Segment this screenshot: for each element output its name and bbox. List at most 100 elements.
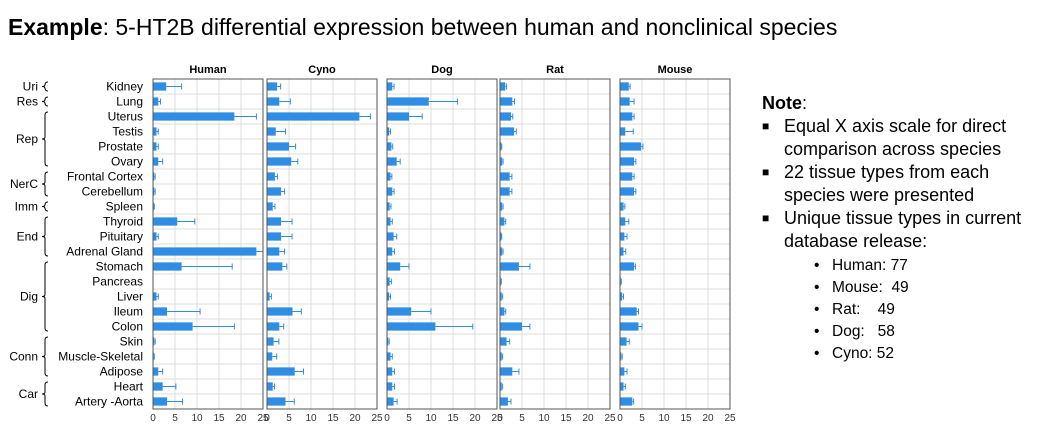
bar-rat-lung bbox=[500, 97, 513, 106]
bar-dog-adrenal-gland bbox=[387, 247, 393, 256]
category-label-liver: Liver bbox=[117, 290, 143, 304]
bar-cyno-spleen bbox=[267, 202, 273, 211]
group-label-uri: Uri bbox=[23, 80, 38, 94]
bar-mouse-spleen bbox=[620, 202, 624, 211]
tick-label-rat-15: 15 bbox=[560, 413, 572, 424]
tick-label-human-20: 20 bbox=[235, 413, 247, 424]
title-bold: Example bbox=[8, 14, 103, 40]
group-brace-conn bbox=[41, 336, 49, 377]
note-bullet-unique-tissues: Unique tissue types in current database … bbox=[762, 207, 1047, 365]
bar-dog-prostate bbox=[387, 142, 392, 151]
category-label-stomach: Stomach bbox=[96, 260, 143, 274]
group-brace-imm bbox=[41, 201, 49, 212]
panel-frame-mouse bbox=[619, 78, 731, 410]
bar-human-kidney bbox=[153, 82, 167, 91]
panel-title-cyno: Cyno bbox=[308, 64, 336, 76]
bar-human-liver bbox=[153, 292, 157, 301]
species-count-cyno: Cyno: 52 bbox=[784, 343, 1047, 365]
group-brace-uri bbox=[41, 81, 49, 92]
tick-label-human-0: 0 bbox=[150, 413, 156, 424]
bar-human-uterus bbox=[153, 112, 235, 121]
category-label-pituitary: Pituitary bbox=[100, 230, 143, 244]
tick-label-mouse-10: 10 bbox=[658, 413, 670, 424]
tick-label-dog-10: 10 bbox=[425, 413, 437, 424]
bar-cyno-prostate bbox=[267, 142, 289, 151]
panel-frame-dog bbox=[386, 78, 498, 410]
category-label-cerebellum: Cerebellum bbox=[82, 185, 143, 199]
tick-label-dog-25: 25 bbox=[491, 413, 503, 424]
bar-human-colon bbox=[153, 322, 193, 331]
bar-dog-lung bbox=[387, 97, 429, 106]
bar-mouse-cerebellum bbox=[620, 187, 635, 196]
group-brace-dig bbox=[41, 261, 49, 332]
bar-mouse-adrenal-gland bbox=[620, 247, 624, 256]
bar-mouse-lung bbox=[620, 97, 630, 106]
tick-label-rat-5: 5 bbox=[519, 413, 525, 424]
category-label-pancreas: Pancreas bbox=[92, 275, 143, 289]
bar-dog-muscle-skeletal bbox=[387, 352, 391, 361]
tick-label-mouse-15: 15 bbox=[680, 413, 692, 424]
category-label-heart: Heart bbox=[114, 380, 144, 394]
bar-rat-muscle-skeletal bbox=[500, 352, 502, 361]
bar-cyno-heart bbox=[267, 382, 273, 391]
group-brace-nerc bbox=[41, 171, 49, 197]
bar-mouse-kidney bbox=[620, 82, 629, 91]
bar-cyno-ovary bbox=[267, 157, 292, 166]
bar-human-lung bbox=[153, 97, 159, 106]
group-brace-car bbox=[41, 381, 49, 407]
bar-human-heart bbox=[153, 382, 163, 391]
group-brace-rep bbox=[41, 111, 49, 167]
bar-dog-artery-aorta bbox=[387, 397, 394, 406]
bar-human-testis bbox=[153, 127, 157, 136]
bar-rat-adipose bbox=[500, 367, 513, 376]
group-brace-end bbox=[41, 216, 49, 257]
bar-rat-heart bbox=[500, 382, 502, 391]
tick-label-human-25: 25 bbox=[257, 413, 269, 424]
tick-label-rat-20: 20 bbox=[582, 413, 594, 424]
tick-label-mouse-0: 0 bbox=[617, 413, 623, 424]
bar-rat-cerebellum bbox=[500, 187, 510, 196]
category-label-colon: Colon bbox=[112, 320, 143, 334]
bar-rat-artery-aorta bbox=[500, 397, 508, 406]
group-label-nerc: NerC bbox=[10, 177, 38, 191]
bar-mouse-ovary bbox=[620, 157, 635, 166]
group-label-rep: Rep bbox=[16, 132, 38, 146]
note-bullet-axis-scale: Equal X axis scale for direct comparison… bbox=[762, 115, 1047, 161]
category-label-frontal-cortex: Frontal Cortex bbox=[67, 170, 143, 184]
bar-mouse-uterus bbox=[620, 112, 633, 121]
tick-label-mouse-20: 20 bbox=[702, 413, 714, 424]
notes-panel: Note: Equal X axis scale for direct comp… bbox=[762, 92, 1047, 365]
bar-cyno-artery-aorta bbox=[267, 397, 286, 406]
bar-rat-testis bbox=[500, 127, 515, 136]
bar-rat-colon bbox=[500, 322, 522, 331]
group-label-conn: Conn bbox=[9, 350, 38, 364]
bar-mouse-frontal-cortex bbox=[620, 172, 633, 181]
species-count-list: Human: 77 Mouse: 49 Rat: 49 Dog: 58 Cyno… bbox=[784, 255, 1047, 365]
bar-rat-pituitary bbox=[500, 232, 502, 241]
tick-label-human-15: 15 bbox=[213, 413, 225, 424]
bar-dog-liver bbox=[387, 292, 390, 301]
species-count-dog: Dog: 58 bbox=[784, 321, 1047, 343]
bar-cyno-liver bbox=[267, 292, 270, 301]
bar-human-skin bbox=[153, 337, 155, 346]
bar-mouse-skin bbox=[620, 337, 627, 346]
panel-frame-human bbox=[152, 78, 264, 410]
bar-dog-skin bbox=[387, 337, 389, 346]
tick-label-cyno-10: 10 bbox=[305, 413, 317, 424]
category-label-prostate: Prostate bbox=[98, 140, 143, 154]
group-brace-res bbox=[41, 96, 49, 107]
bar-cyno-adrenal-gland bbox=[267, 247, 280, 256]
bar-dog-colon bbox=[387, 322, 436, 331]
bar-human-cerebellum bbox=[153, 187, 155, 196]
panel-frame-rat bbox=[499, 78, 611, 410]
bar-rat-spleen bbox=[500, 202, 503, 211]
category-label-skin: Skin bbox=[120, 335, 143, 349]
tick-label-rat-10: 10 bbox=[538, 413, 550, 424]
slide-title: Example: 5-HT2B differential expression … bbox=[8, 14, 837, 41]
bar-cyno-colon bbox=[267, 322, 280, 331]
bar-cyno-testis bbox=[267, 127, 276, 136]
tick-label-mouse-25: 25 bbox=[724, 413, 736, 424]
bar-mouse-prostate bbox=[620, 142, 642, 151]
bar-cyno-lung bbox=[267, 97, 280, 106]
bar-human-thyroid bbox=[153, 217, 178, 226]
